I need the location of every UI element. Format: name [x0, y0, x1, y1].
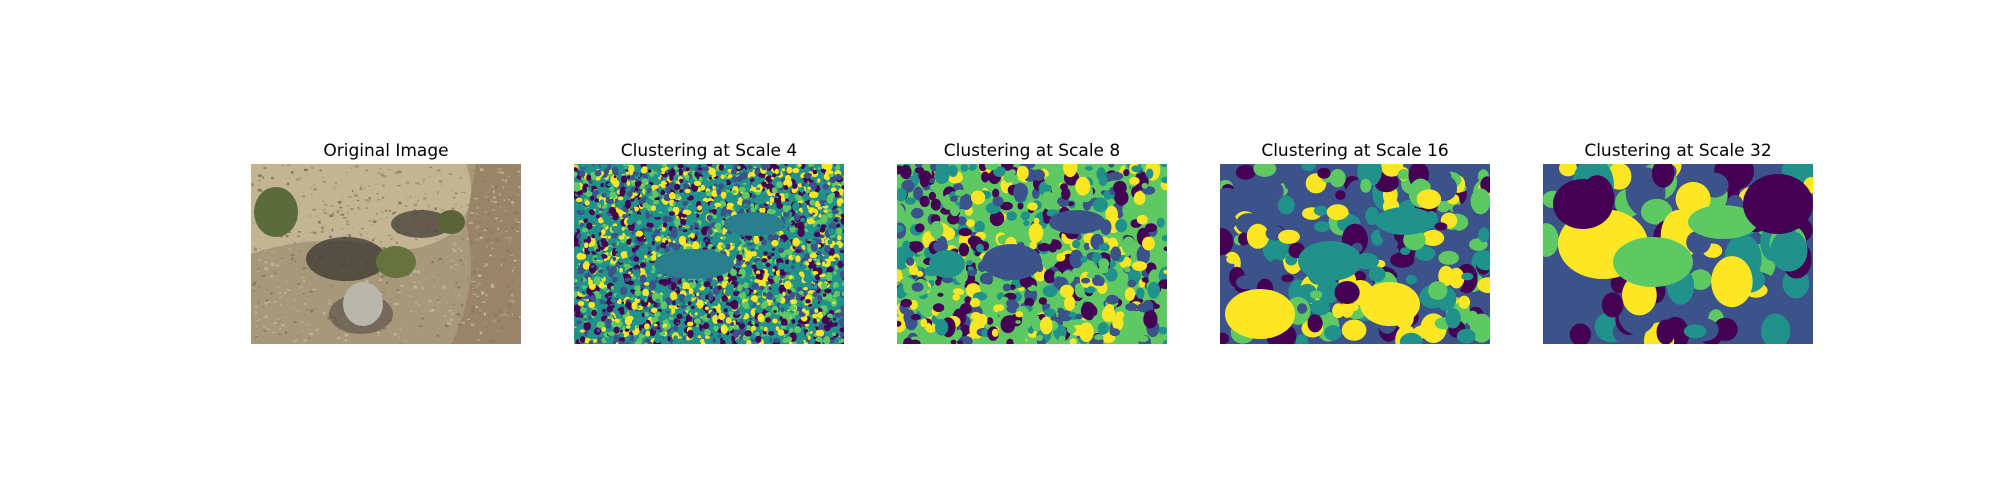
cluster-map-scale-8 [897, 164, 1167, 344]
dirt-path [451, 164, 521, 344]
shrub-shadow [306, 237, 386, 281]
panel-scale-8: Clustering at Scale 8 [897, 138, 1167, 344]
panel-scale-4: Clustering at Scale 4 [574, 138, 844, 344]
cluster-region [982, 244, 1042, 280]
cluster-region [1553, 179, 1613, 229]
panel-title: Clustering at Scale 8 [943, 141, 1121, 161]
cluster-region [1298, 241, 1362, 281]
cluster-region [1613, 237, 1693, 287]
panel-title: Clustering at Scale 16 [1261, 141, 1449, 161]
shrub-shadow [391, 210, 451, 238]
cluster-region [724, 212, 784, 236]
shrub [437, 210, 465, 234]
panel-scale-32: Clustering at Scale 32 [1543, 138, 1813, 344]
panel-original-image: Original Image [251, 138, 521, 344]
panel-title: Clustering at Scale 4 [620, 141, 798, 161]
cluster-map-scale-32 [1543, 164, 1813, 344]
panel-title: Original Image [323, 141, 449, 161]
cluster-region [1360, 282, 1420, 326]
dry-bush [343, 282, 383, 326]
cluster-texture [574, 164, 844, 344]
cluster-region [1225, 289, 1295, 339]
cluster-region [929, 250, 965, 278]
cluster-region [1375, 207, 1435, 235]
shrub [254, 187, 298, 237]
shrub [376, 246, 416, 278]
cluster-map-scale-4 [574, 164, 844, 344]
cluster-texture [897, 164, 1167, 344]
original-aerial-photo [251, 164, 521, 344]
cluster-region [1743, 174, 1813, 234]
cluster-map-scale-16 [1220, 164, 1490, 344]
cluster-region [654, 249, 734, 279]
cluster-region [1688, 205, 1758, 239]
panel-scale-16: Clustering at Scale 16 [1220, 138, 1490, 344]
cluster-region [1049, 210, 1105, 234]
panel-title: Clustering at Scale 32 [1584, 141, 1772, 161]
